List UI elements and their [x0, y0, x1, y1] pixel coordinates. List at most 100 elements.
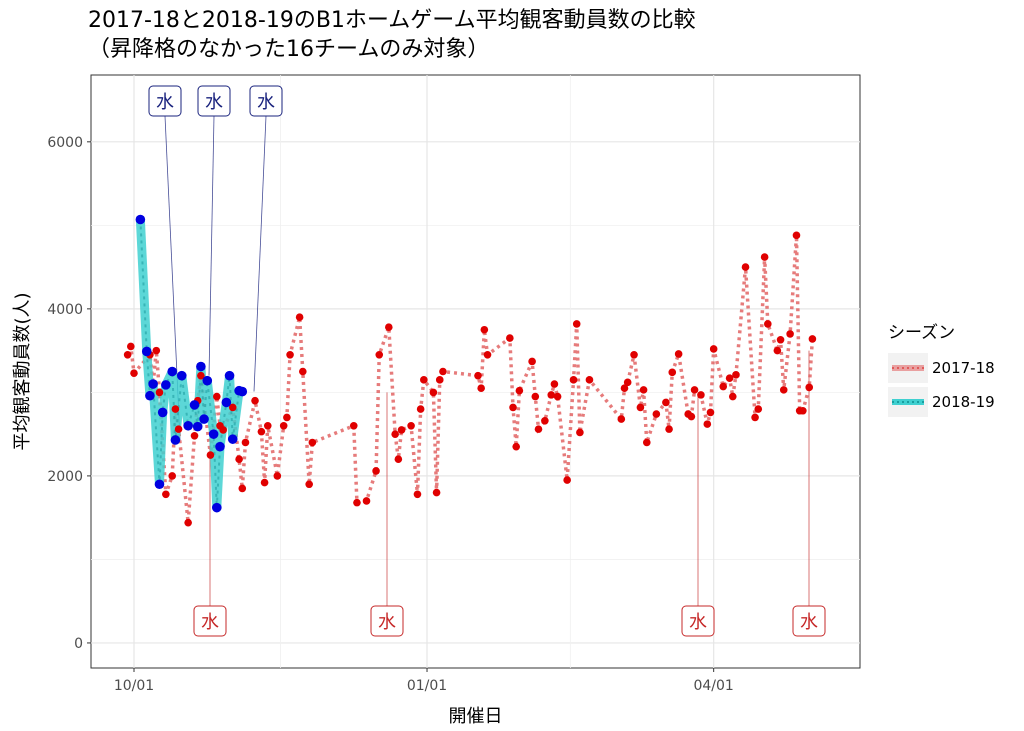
- point-2017: [697, 391, 705, 399]
- x-tick-label: 10/01: [114, 678, 154, 694]
- annotation-label: 水: [792, 605, 826, 637]
- point-2017: [623, 378, 632, 387]
- point-2017: [235, 455, 243, 463]
- annotation-connector: [253, 115, 267, 392]
- point-2018: [157, 407, 168, 418]
- point-2017: [764, 320, 772, 328]
- point-2017: [674, 350, 683, 358]
- point-2017: [480, 325, 489, 334]
- point-2017: [349, 421, 358, 430]
- point-2018: [167, 366, 178, 377]
- point-2018: [227, 434, 238, 444]
- point-2017: [792, 231, 801, 240]
- chart-title: 2017-18と2018-19のB1ホームゲーム平均観客動員数の比較 （昇降格の…: [88, 6, 696, 64]
- point-2017: [630, 350, 638, 359]
- point-2017: [362, 497, 371, 505]
- point-2018: [154, 479, 165, 490]
- point-2018: [224, 370, 235, 381]
- point-2017: [779, 386, 788, 394]
- point-2017: [385, 323, 393, 332]
- annotation-box: [681, 605, 715, 637]
- point-2018: [196, 361, 206, 372]
- point-2017: [238, 484, 247, 493]
- chart-title-line1: 2017-18と2018-19のB1ホームゲーム平均観客動員数の比較: [88, 8, 696, 33]
- point-2017: [528, 357, 536, 366]
- plot-panel: [90, 74, 861, 669]
- point-2017: [665, 425, 673, 433]
- point-2017: [279, 421, 288, 430]
- point-2017: [174, 425, 183, 433]
- point-2017: [709, 345, 718, 353]
- chart-title-line2: （昇降格のなかった16チームのみ対象）: [88, 37, 490, 62]
- legend-title: シーズン: [888, 323, 956, 343]
- point-2017: [773, 346, 782, 355]
- point-2017: [168, 472, 177, 480]
- point-2017: [397, 426, 406, 434]
- legend-key-2017: [888, 353, 928, 383]
- annotation-label: 水: [193, 605, 227, 637]
- point-2018: [221, 397, 232, 408]
- point-2017: [642, 438, 651, 447]
- x-axis-label: 開催日: [449, 706, 503, 727]
- point-2017: [805, 383, 814, 392]
- point-2018: [170, 435, 181, 445]
- point-2017: [706, 408, 715, 417]
- point-2017: [786, 330, 794, 338]
- point-2017: [617, 415, 626, 423]
- point-2017: [286, 350, 294, 359]
- point-2017: [563, 476, 571, 484]
- point-2017: [190, 432, 199, 440]
- point-2018: [176, 370, 187, 381]
- point-2017: [754, 405, 763, 413]
- point-2017: [152, 346, 161, 355]
- point-2017: [435, 376, 444, 384]
- point-2017: [506, 334, 514, 342]
- annotation-box: [148, 85, 182, 117]
- point-2017: [534, 425, 543, 433]
- annotation-text: 水: [257, 92, 275, 113]
- point-2017: [776, 335, 785, 344]
- point-2018: [199, 414, 209, 424]
- annotation-box: [197, 85, 231, 117]
- y-tick-label: 2000: [47, 469, 83, 485]
- point-2017: [219, 426, 227, 434]
- legend-item-2017: 2017-18: [888, 351, 995, 385]
- point-2017: [162, 490, 170, 499]
- legend-label-2017: 2017-18: [932, 359, 995, 377]
- y-tick-label: 0: [74, 636, 83, 652]
- point-2017: [719, 382, 728, 391]
- point-2017: [541, 416, 549, 425]
- point-2017: [509, 403, 517, 412]
- point-2017: [130, 369, 138, 377]
- point-2017: [263, 421, 272, 430]
- annotation-text: 水: [800, 612, 818, 633]
- point-2017: [703, 420, 712, 428]
- point-2017: [420, 376, 428, 384]
- annotation-box: [370, 605, 404, 637]
- point-2017: [512, 442, 520, 451]
- point-2017: [372, 467, 380, 475]
- point-2017: [799, 406, 807, 415]
- point-2017: [760, 253, 769, 261]
- point-2017: [123, 350, 132, 359]
- point-2018: [141, 346, 152, 357]
- legend-label-2018: 2018-19: [932, 393, 995, 411]
- point-2017: [585, 376, 594, 384]
- point-2018: [192, 421, 203, 432]
- point-2017: [572, 320, 581, 328]
- point-2017: [662, 398, 670, 407]
- point-2017: [636, 403, 645, 412]
- point-2017: [751, 413, 759, 422]
- point-2017: [260, 478, 269, 487]
- point-2017: [299, 367, 307, 376]
- point-2017: [353, 498, 361, 507]
- point-2018: [161, 380, 171, 390]
- point-2017: [429, 388, 438, 397]
- point-2017: [407, 421, 415, 430]
- point-2017: [477, 384, 485, 393]
- point-2017: [668, 368, 677, 377]
- annotation-connector: [208, 115, 215, 376]
- annotation-label: 水: [197, 85, 231, 117]
- point-2018: [237, 386, 248, 397]
- point-2017: [531, 392, 540, 401]
